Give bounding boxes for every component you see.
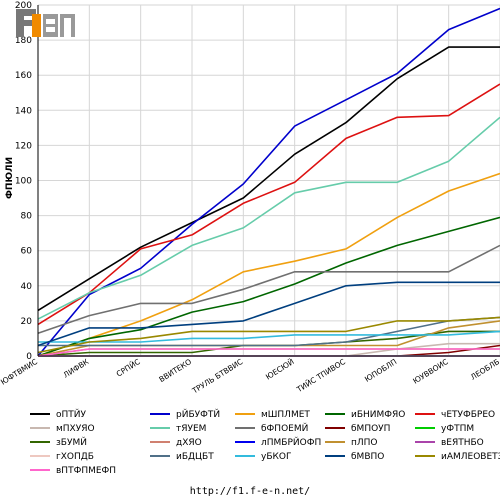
legend-label: дХЯО — [176, 438, 202, 448]
legend-item: тЯУЕМ — [150, 424, 206, 434]
legend-label: рЙБУФТЙ — [176, 408, 220, 420]
series-line — [37, 348, 500, 357]
y-tick-label: 20 — [21, 317, 33, 327]
legend-item: уФТПМ — [415, 424, 474, 434]
legend-item: бМПОУП — [325, 424, 390, 434]
y-tick-label: 140 — [15, 106, 32, 116]
legend-label: пЛПО — [351, 438, 378, 448]
legend-label: оПТЙУ — [56, 408, 87, 420]
y-tick-label: 0 — [26, 352, 32, 362]
y-tick-label: 60 — [21, 247, 33, 257]
legend-item: бФПОЕМЙ — [235, 422, 308, 434]
legend-label: бФПОЕМЙ — [261, 422, 308, 434]
legend-item: зБУМЙ — [30, 436, 87, 448]
legend-item: мПХУЯО — [30, 424, 95, 434]
series-line — [37, 216, 500, 357]
legend-item: вЕЯТНБО — [415, 438, 484, 448]
y-tick-label: 80 — [21, 212, 33, 222]
series-line — [38, 316, 500, 347]
series-line — [37, 46, 500, 312]
legend-label: иАМЛЕОВЕТЗ — [441, 452, 500, 462]
legend-item: бМВПО — [325, 452, 384, 462]
series-line — [37, 116, 500, 320]
y-tick-label: 100 — [15, 177, 32, 187]
legend-label: бМВПО — [351, 452, 384, 462]
legend-label: гХОПДБ — [56, 452, 94, 462]
legend-label: зБУМЙ — [56, 436, 87, 448]
legend-item: гХОПДБ — [30, 452, 94, 462]
legend-item: иБНИМФЯО — [325, 410, 405, 420]
y-tick-label: 160 — [15, 71, 32, 81]
series-line — [37, 83, 500, 326]
y-tick-label: 200 — [15, 1, 32, 11]
legend-label: тЯУЕМ — [176, 424, 206, 434]
legend-label: лПМБРЙОФП — [261, 436, 321, 448]
legend-label: уФТПМ — [441, 424, 474, 434]
legend-label: мПХУЯО — [56, 424, 95, 434]
y-axis-label: ФПЮЛИ — [5, 157, 15, 199]
footer-url[interactable]: http://f1.f-e-n.net/ — [189, 486, 311, 497]
series-line — [37, 244, 500, 334]
y-tick-label: 180 — [15, 36, 32, 46]
legend-item: мШПЛМЕТ — [235, 410, 310, 420]
legend-item: уБКОГ — [235, 452, 291, 462]
axes — [37, 5, 500, 357]
series-line — [37, 7, 500, 357]
series-line — [37, 316, 500, 354]
y-tick-labels: 0 20 40 60 80 100 120 140 160 180 200 — [15, 1, 32, 362]
legend-item: иАМЛЕОВЕТЗ — [415, 452, 500, 462]
legend-item: дХЯО — [150, 438, 202, 448]
legend-label: уБКОГ — [261, 452, 291, 462]
series-line — [37, 172, 500, 357]
legend-label: вПТФПМЕФП — [56, 466, 116, 476]
f1-logo — [16, 9, 75, 37]
y-tick-label: 40 — [21, 282, 33, 292]
legend-label: бМПОУП — [351, 424, 390, 434]
legend-item: вПТФПМЕФП — [30, 466, 116, 476]
legend-label: мШПЛМЕТ — [261, 410, 310, 420]
legend-label: вЕЯТНБО — [441, 438, 484, 448]
series-line — [38, 330, 500, 343]
legend: оПТЙУ рЙБУФТЙ мШПЛМЕТ иБНИМФЯО чЕТУФБРЕО мПХУ… — [30, 408, 500, 476]
legend-item: чЕТУФБРЕО — [415, 410, 495, 420]
legend-item: рЙБУФТЙ — [150, 408, 220, 420]
legend-label: иБДЦБТ — [176, 452, 214, 462]
series-line — [37, 281, 500, 347]
y-tick-label: 120 — [15, 141, 32, 151]
legend-item: пЛПО — [325, 438, 378, 448]
legend-item: оПТЙУ — [30, 408, 87, 420]
legend-label: иБНИМФЯО — [351, 410, 405, 420]
legend-item: иБДЦБТ — [150, 452, 214, 462]
legend-label: чЕТУФБРЕО — [441, 410, 495, 420]
legend-item: лПМБРЙОФП — [235, 436, 321, 448]
